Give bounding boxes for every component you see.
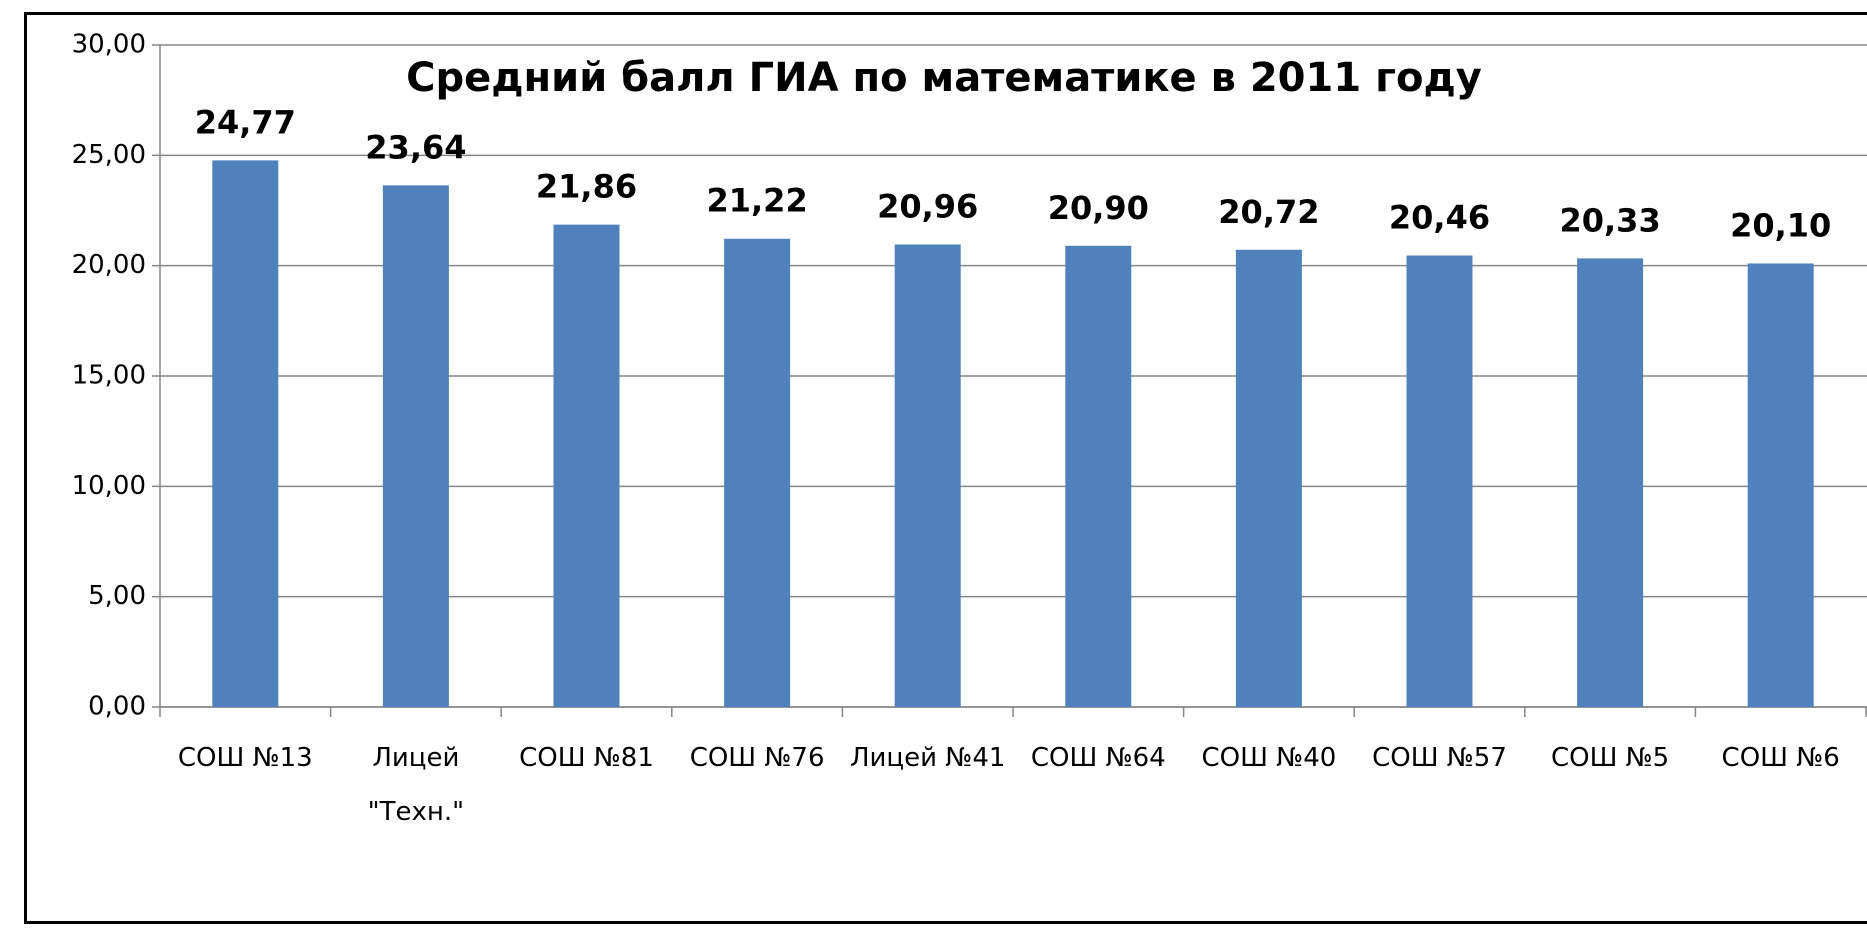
bar [724, 238, 791, 707]
bar [1577, 258, 1644, 707]
y-tick-label: 5,00 [88, 581, 146, 611]
x-tick-label: СОШ №64 [1030, 743, 1166, 773]
data-label: 21,22 [706, 182, 807, 220]
y-tick-label: 0,00 [88, 692, 146, 722]
bar [1747, 263, 1814, 707]
x-tick-label: СОШ №13 [177, 743, 313, 773]
y-tick-label: 30,00 [72, 30, 146, 60]
data-label: 20,72 [1218, 193, 1319, 231]
bar [553, 224, 620, 707]
bar [1406, 255, 1473, 708]
bar [1235, 249, 1302, 707]
y-tick-label: 25,00 [72, 140, 146, 170]
data-label: 24,77 [195, 103, 296, 141]
x-tick-label: СОШ №5 [1550, 743, 1670, 773]
x-tick-label: СОШ №6 [1721, 743, 1840, 773]
data-label: 20,33 [1559, 201, 1660, 239]
bar [212, 160, 279, 707]
y-tick-label: 20,00 [72, 250, 146, 280]
data-label: 20,90 [1048, 189, 1149, 227]
y-tick-label: 10,00 [72, 471, 146, 501]
y-tick-label: 15,00 [72, 361, 146, 391]
x-tick-label: СОШ №76 [689, 743, 825, 773]
data-label: 20,46 [1389, 199, 1490, 237]
data-label: 21,86 [536, 168, 637, 206]
data-label: 20,96 [877, 187, 978, 225]
bar [1065, 245, 1132, 707]
data-label: 23,64 [365, 128, 466, 166]
bar [894, 244, 961, 707]
bar [382, 185, 449, 707]
x-tick-label: Лицей №41 [849, 743, 1006, 773]
data-label: 20,10 [1730, 206, 1831, 244]
x-tick-label: СОШ №57 [1372, 743, 1507, 773]
chart-frame [24, 12, 1867, 924]
x-tick-label: Лицей "Техн." [367, 743, 465, 827]
x-tick-label: СОШ №40 [1201, 743, 1337, 773]
chart-title: Средний балл ГИА по математике в 2011 го… [406, 55, 1482, 101]
x-tick-label: СОШ №81 [519, 743, 654, 773]
